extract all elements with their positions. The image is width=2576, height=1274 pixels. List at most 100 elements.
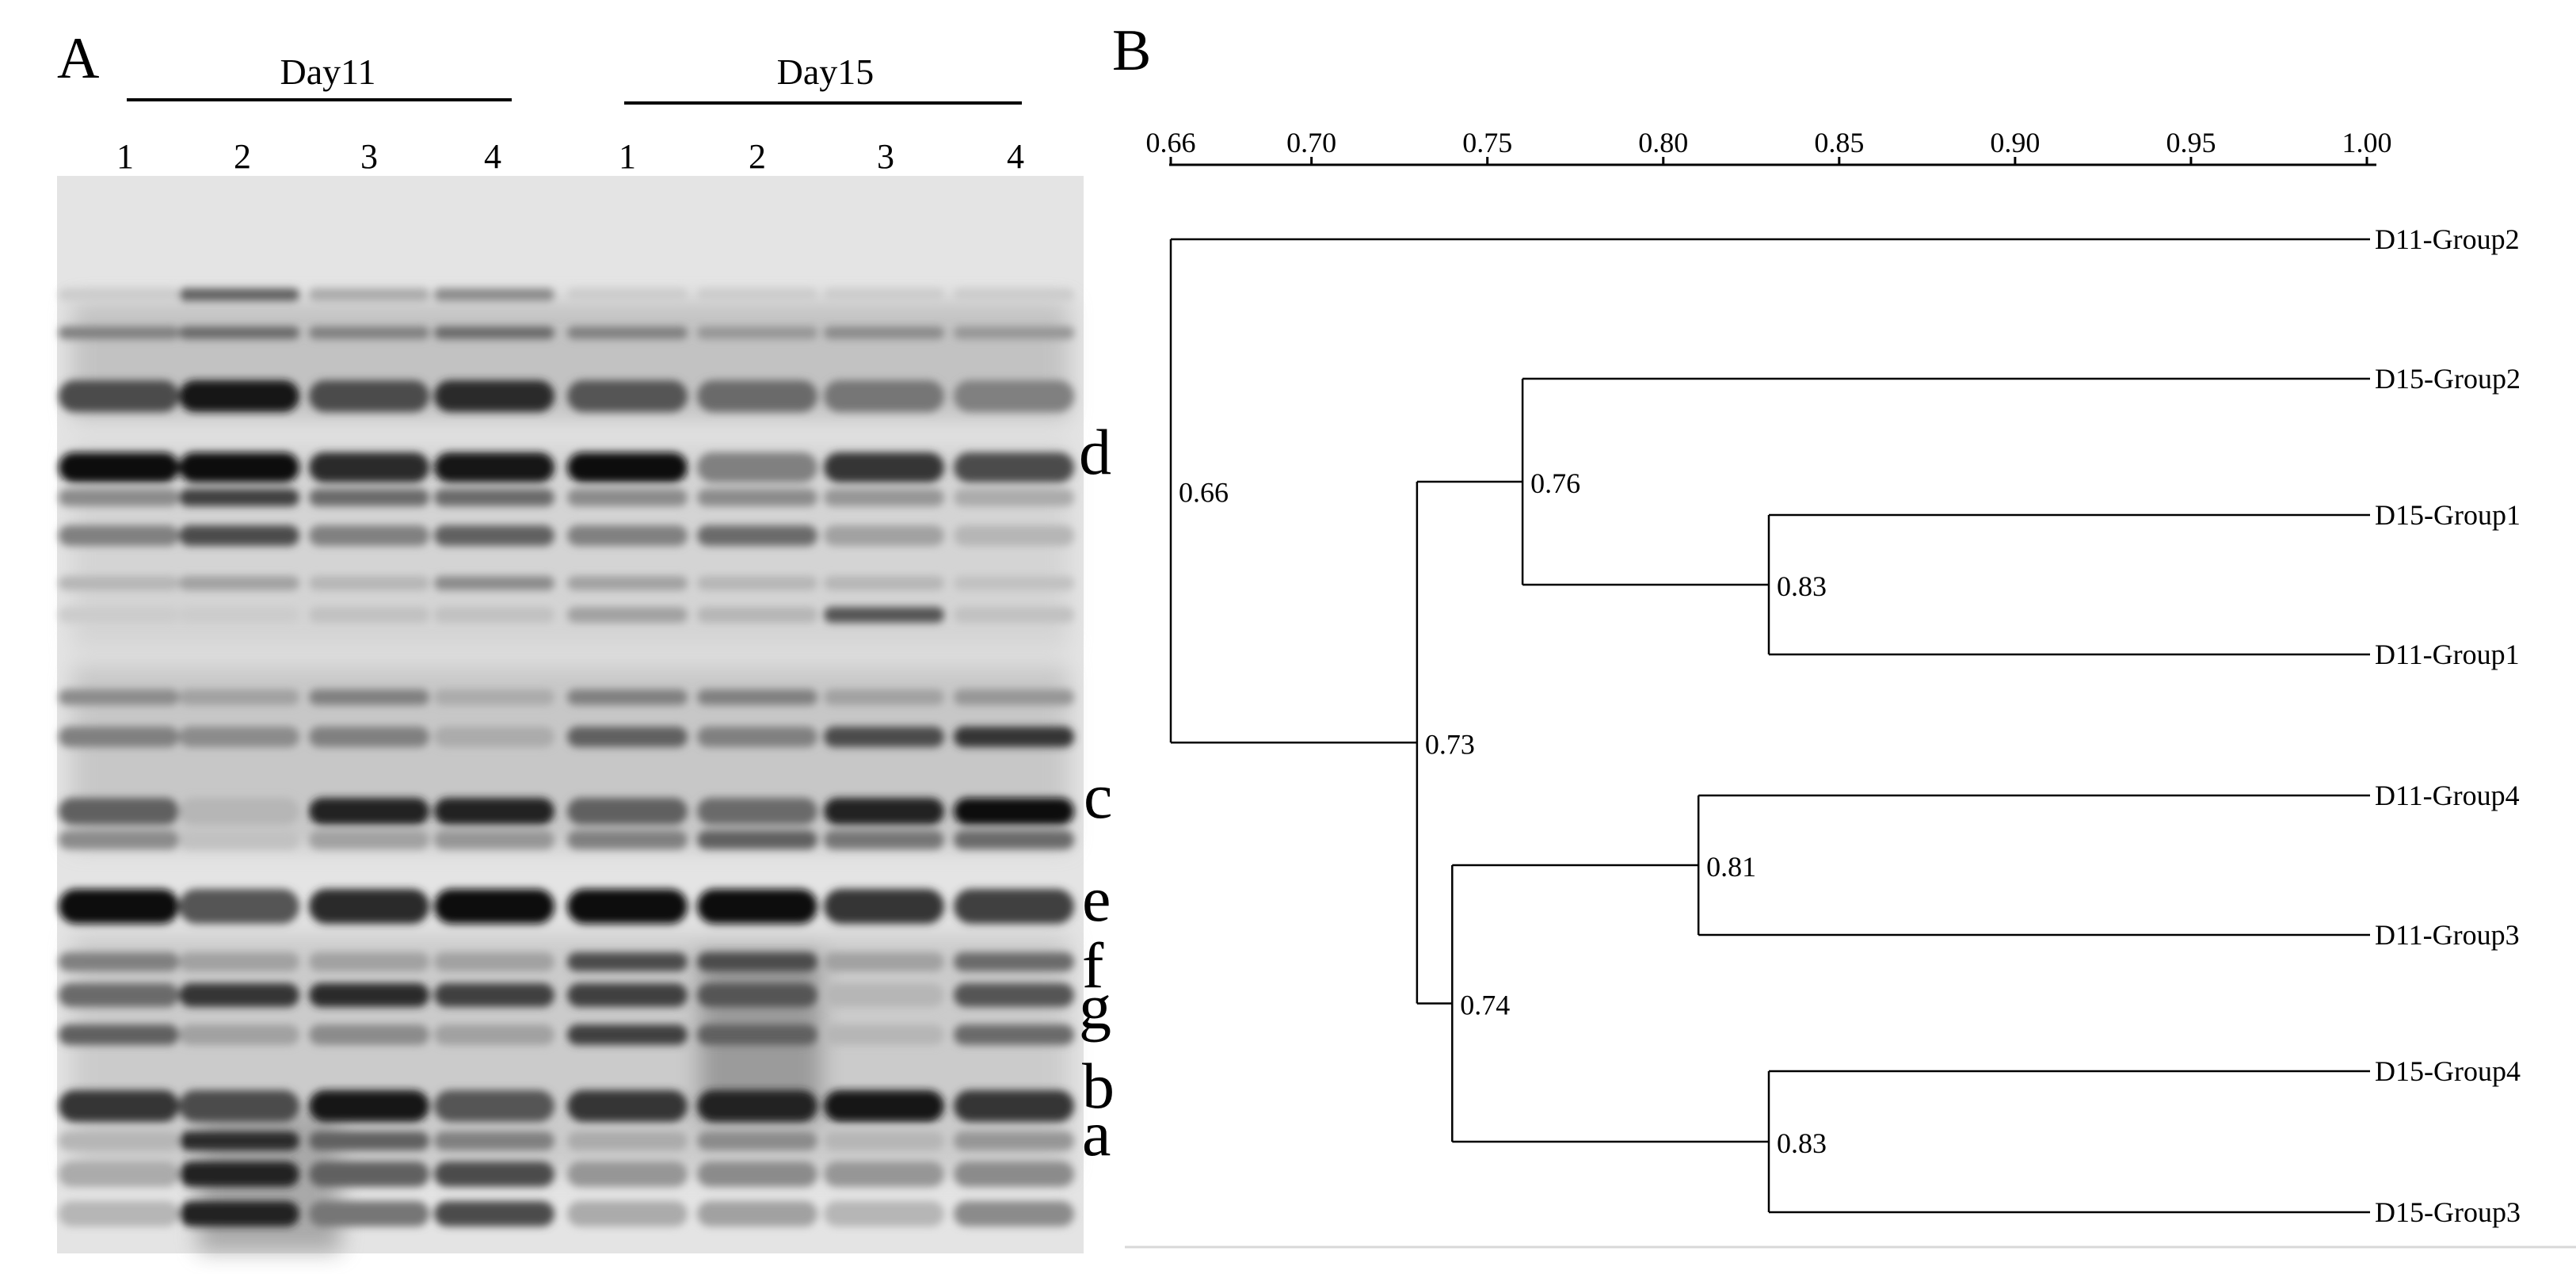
dendrogram-branches bbox=[1169, 238, 2370, 1214]
gel-band bbox=[824, 489, 944, 506]
gel-band bbox=[697, 798, 817, 825]
gel-band bbox=[567, 489, 688, 506]
gel-band bbox=[434, 380, 554, 412]
lane-number: 1 bbox=[619, 137, 636, 176]
band-marker-g: g bbox=[1079, 971, 1111, 1043]
lane-number: 4 bbox=[484, 137, 501, 176]
gel-band bbox=[309, 288, 429, 301]
gel-band bbox=[824, 1201, 944, 1226]
gel-band bbox=[434, 1131, 554, 1150]
group-label-day15: Day15 bbox=[777, 51, 875, 92]
gel-band bbox=[434, 288, 554, 301]
gel-band bbox=[697, 952, 817, 971]
gel-band bbox=[697, 689, 817, 705]
lane-numbers: 1 2 3 4 1 2 3 4 bbox=[116, 137, 1024, 176]
gel-band bbox=[697, 727, 817, 747]
gel-band bbox=[824, 607, 944, 623]
gel-band bbox=[179, 889, 299, 924]
leaf-label: D11-Group3 bbox=[2375, 919, 2520, 951]
gel-band bbox=[567, 689, 688, 705]
gel-band bbox=[567, 727, 688, 747]
gel-band bbox=[309, 889, 429, 924]
gel-band bbox=[824, 576, 944, 590]
panel-a-gel-image: A Day11 Day15 1 2 3 4 1 2 3 4 bbox=[57, 26, 1115, 1253]
gel-band bbox=[567, 1090, 688, 1122]
leaf-label: D11-Group2 bbox=[2375, 223, 2520, 255]
node-label: 0.83 bbox=[1777, 1127, 1827, 1159]
gel-band bbox=[59, 1161, 179, 1187]
gel-band bbox=[954, 1131, 1074, 1150]
axis-tick-label: 0.80 bbox=[1638, 127, 1688, 158]
gel-band bbox=[179, 1024, 299, 1045]
gel-band bbox=[309, 489, 429, 506]
lane-number: 4 bbox=[1007, 137, 1024, 176]
gel-band bbox=[954, 1161, 1074, 1187]
gel-band bbox=[697, 452, 817, 483]
similarity-axis-ticks bbox=[1169, 157, 2368, 165]
gel-band bbox=[179, 830, 299, 849]
gel-band bbox=[59, 576, 179, 590]
node-label: 0.73 bbox=[1425, 728, 1475, 760]
gel-band bbox=[309, 727, 429, 747]
gel-band bbox=[567, 830, 688, 849]
gel-band bbox=[434, 326, 554, 339]
gel-band bbox=[179, 576, 299, 590]
gel-band bbox=[697, 326, 817, 339]
gel-band bbox=[434, 576, 554, 590]
gel-band bbox=[954, 798, 1074, 825]
gel-band bbox=[697, 889, 817, 924]
gel-band bbox=[59, 489, 179, 506]
band-marker-e: e bbox=[1082, 863, 1111, 935]
band-marker-f: f bbox=[1082, 929, 1104, 1001]
gel-band bbox=[179, 288, 299, 301]
gel-band bbox=[567, 798, 688, 825]
gel-bands bbox=[59, 288, 1074, 1226]
gel-band bbox=[59, 798, 179, 825]
node-label: 0.76 bbox=[1530, 467, 1580, 499]
gel-band bbox=[309, 1161, 429, 1187]
gel-band bbox=[824, 380, 944, 412]
gel-band bbox=[824, 689, 944, 705]
gel-band bbox=[697, 576, 817, 590]
gel-band bbox=[179, 1090, 299, 1122]
gel-band bbox=[697, 380, 817, 412]
band-markers: d c e f g b a bbox=[1079, 416, 1115, 1169]
axis-tick-label: 0.95 bbox=[2166, 127, 2216, 158]
gel-band bbox=[954, 380, 1074, 412]
gel-band bbox=[697, 1090, 817, 1122]
gel-band bbox=[309, 798, 429, 825]
gel-band bbox=[567, 288, 688, 301]
gel-band bbox=[434, 607, 554, 623]
group-label-day11: Day11 bbox=[280, 51, 376, 92]
lane-number: 2 bbox=[234, 137, 251, 176]
gel-band bbox=[179, 1201, 299, 1226]
gel-band bbox=[824, 952, 944, 971]
gel-band bbox=[434, 727, 554, 747]
band-marker-b: b bbox=[1082, 1050, 1115, 1122]
gel-band bbox=[567, 1131, 688, 1150]
axis-tick-label: 0.66 bbox=[1146, 127, 1196, 158]
lane-number: 3 bbox=[360, 137, 378, 176]
gel-band bbox=[59, 1131, 179, 1150]
axis-tick-label: 0.85 bbox=[1814, 127, 1864, 158]
gel-band bbox=[954, 1024, 1074, 1045]
gel-band bbox=[434, 452, 554, 483]
gel-band bbox=[59, 326, 179, 339]
gel-band bbox=[179, 607, 299, 623]
gel-band bbox=[697, 607, 817, 623]
gel-band bbox=[567, 326, 688, 339]
leaf-label: D15-Group1 bbox=[2375, 499, 2521, 531]
gel-band bbox=[309, 525, 429, 546]
gel-band bbox=[179, 798, 299, 825]
axis-tick-label: 0.75 bbox=[1462, 127, 1512, 158]
gel-band bbox=[179, 952, 299, 971]
leaf-label: D15-Group3 bbox=[2375, 1196, 2521, 1228]
gel-band bbox=[567, 1201, 688, 1226]
lane-number: 2 bbox=[749, 137, 766, 176]
gel-band bbox=[434, 798, 554, 825]
gel-band bbox=[954, 952, 1074, 971]
lane-number: 3 bbox=[877, 137, 894, 176]
gel-band bbox=[567, 607, 688, 623]
gel-band bbox=[179, 489, 299, 506]
